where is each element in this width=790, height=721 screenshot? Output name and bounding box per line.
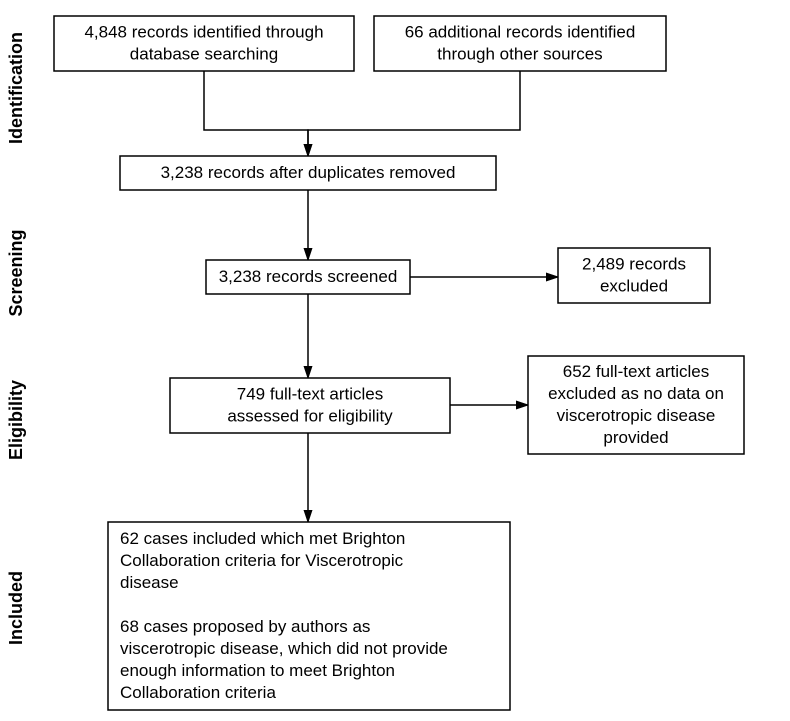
n-excluded1: 2,489 records excluded [558,248,710,303]
stage-eligibility: Eligibility [6,380,26,460]
stage-included: Included [6,571,26,645]
n-excluded2: 652 full-text articles excluded as no dat… [528,356,744,454]
n-other-text: 66 additional records identified [405,23,636,42]
n-screened-text: 3,238 records screened [219,267,398,286]
prisma-flowchart: 4,848 records identified through database… [0,0,790,721]
n-included-text: enough information to meet Brighton [120,661,395,680]
n-included-text: Collaboration criteria [120,683,276,702]
n-other: 66 additional records identified through … [374,16,666,71]
n-other-text: through other sources [437,45,602,64]
n-db-text: database searching [130,45,278,64]
n-included-text: 68 cases proposed by authors as [120,617,370,636]
n-included-text: disease [120,573,179,592]
n-included-text: Collaboration criteria for Viscerotropic [120,551,404,570]
edge-n-other-n-dedup [308,71,520,156]
stage-identification: Identification [6,32,26,144]
n-excluded2-text: viscerotropic disease [557,406,716,425]
n-dedup: 3,238 records after duplicates removed [120,156,496,190]
n-excluded2-text: 652 full-text articles [563,362,709,381]
n-fulltext-text: 749 full-text articles [237,385,383,404]
n-included-text: 62 cases included which met Brighton [120,529,405,548]
n-dedup-text: 3,238 records after duplicates removed [161,163,456,182]
n-excluded1-text: 2,489 records [582,255,686,274]
n-included: 62 cases included which met Brighton Coll… [108,522,510,710]
n-excluded2-text: excluded as no data on [548,384,724,403]
n-db-text: 4,848 records identified through [84,23,323,42]
n-fulltext: 749 full-text articles assessed for eligi… [170,378,450,433]
stage-screening: Screening [6,229,26,316]
n-excluded2-text: provided [603,428,668,447]
edge-n-db-n-dedup [204,71,308,156]
n-fulltext-text: assessed for eligibility [227,407,393,426]
n-included-text: viscerotropic disease, which did not pro… [120,639,448,658]
n-screened: 3,238 records screened [206,260,410,294]
n-db: 4,848 records identified through database… [54,16,354,71]
n-excluded1-text: excluded [600,277,668,296]
